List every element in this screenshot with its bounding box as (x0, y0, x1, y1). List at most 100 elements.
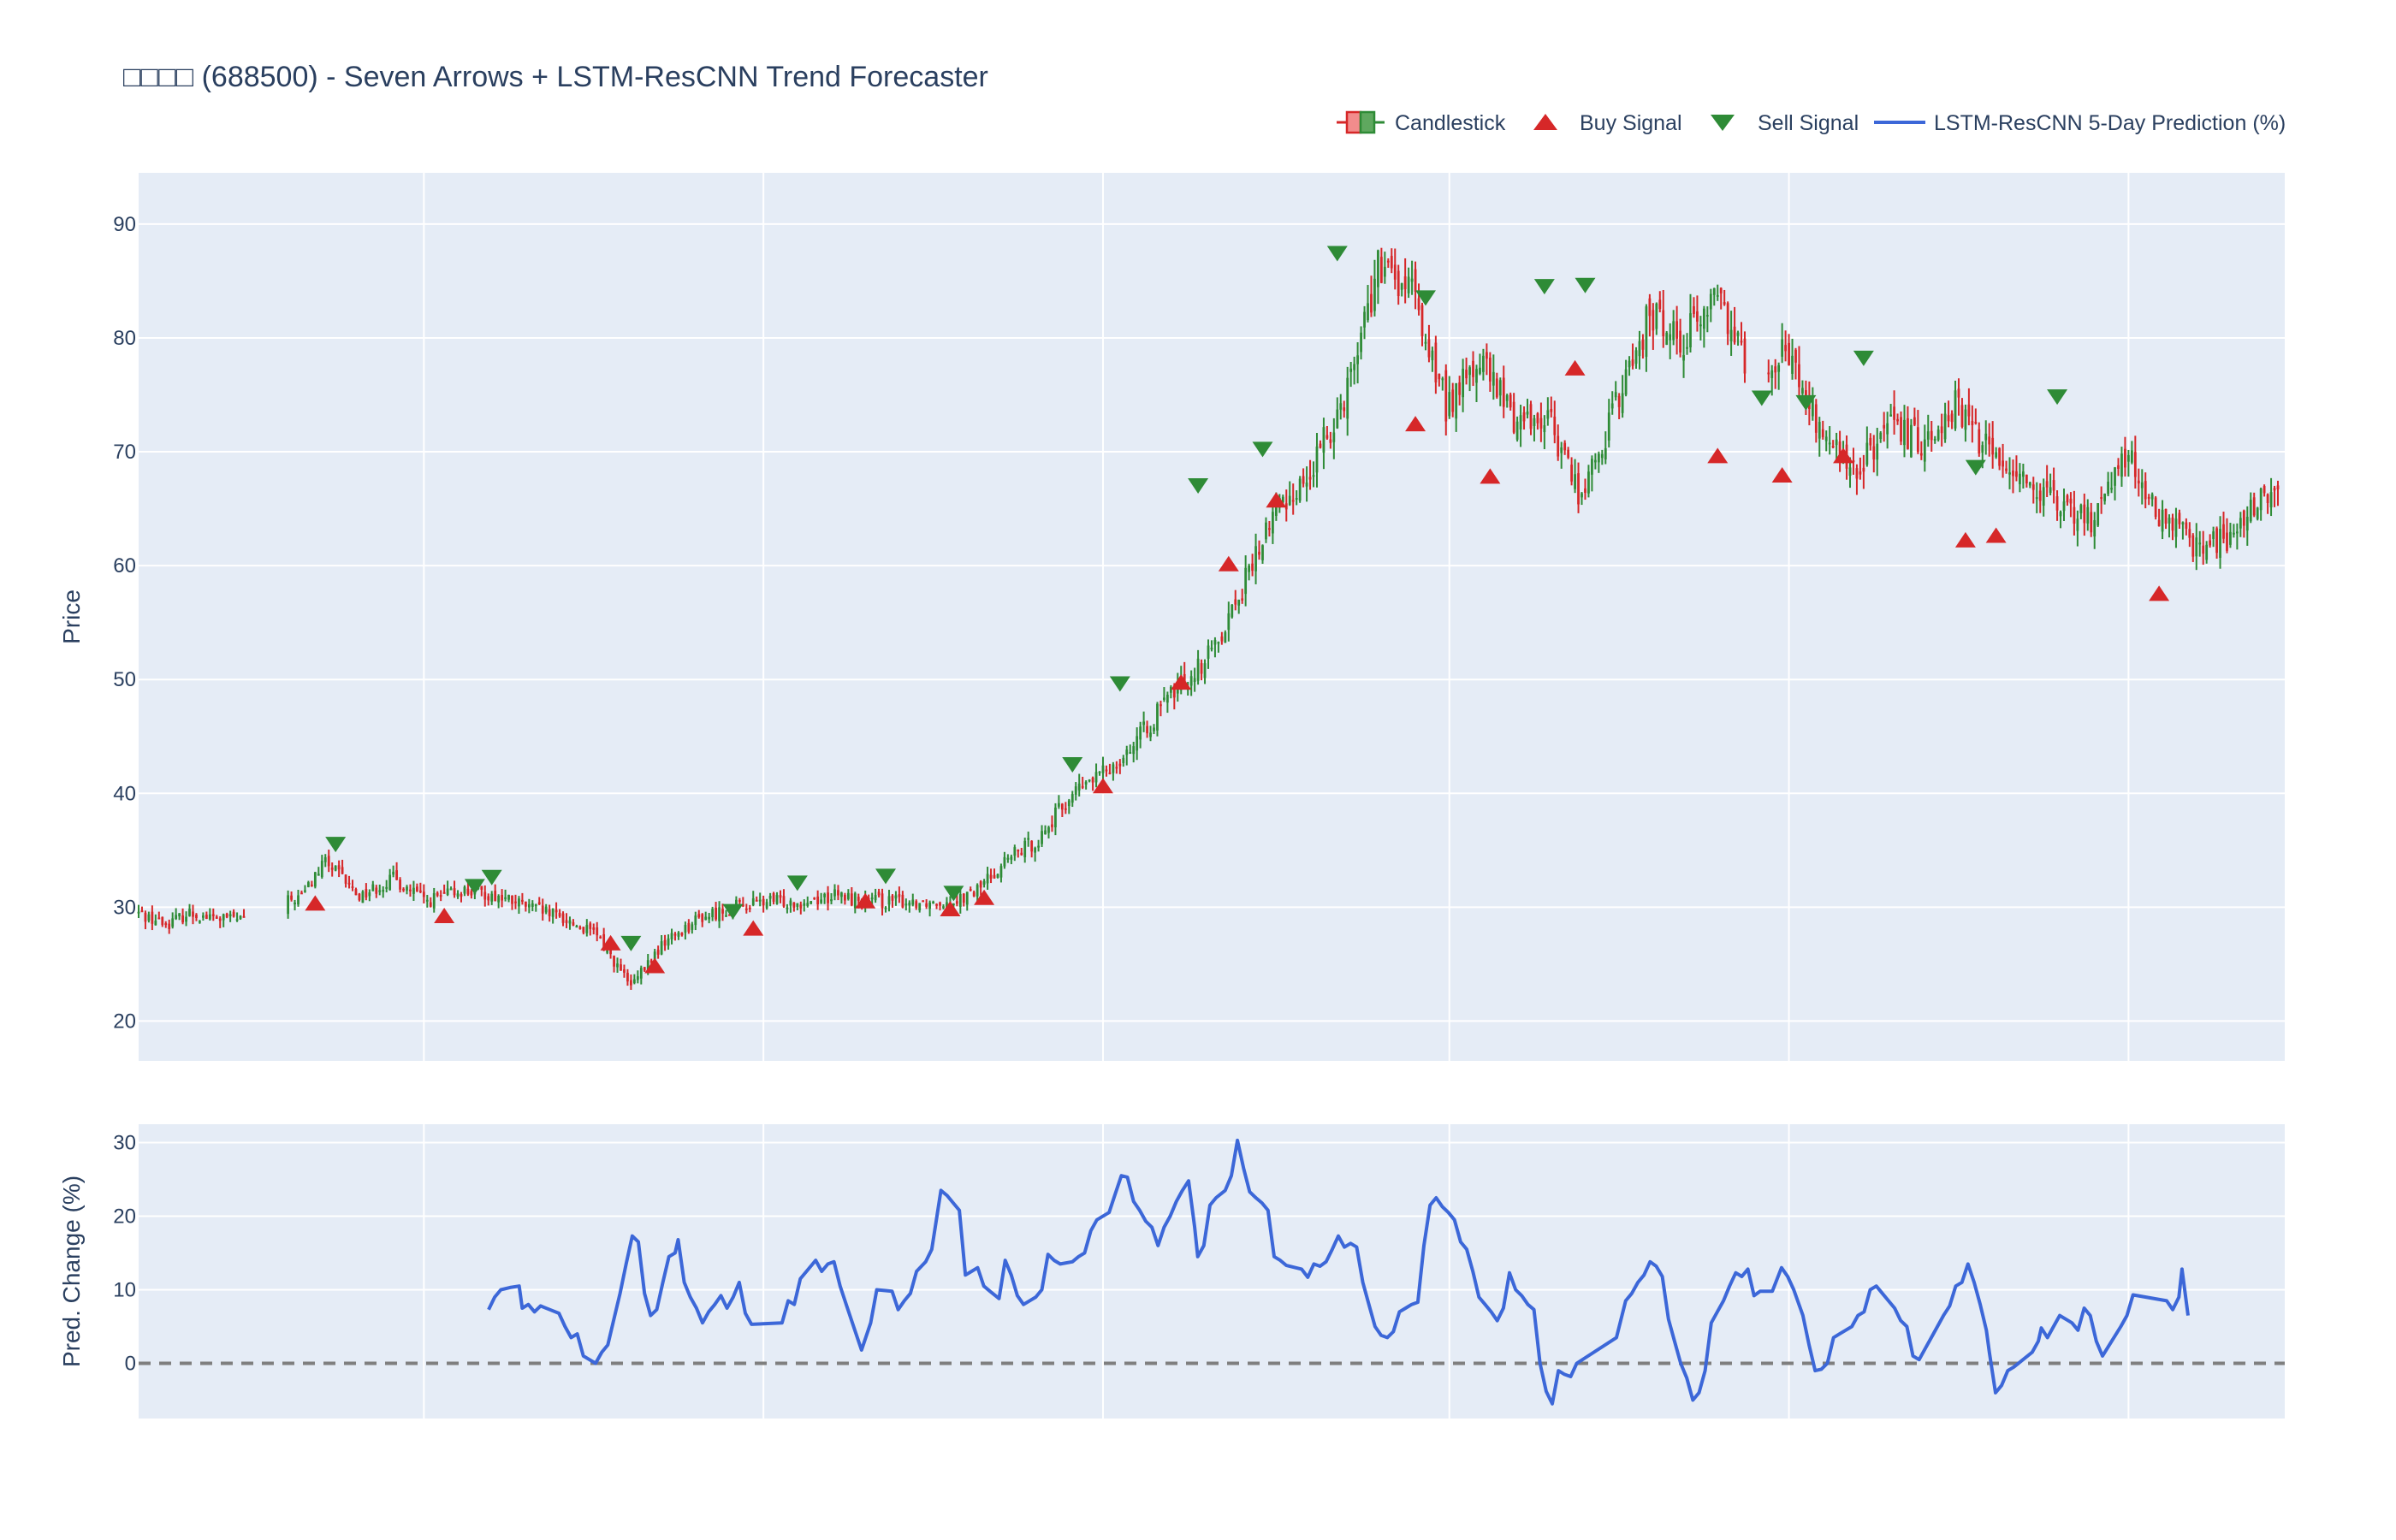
legend-item-candlestick[interactable]: Candlestick (1337, 110, 1506, 135)
candlestick (846, 889, 850, 901)
candlestick (568, 916, 572, 930)
candlestick (585, 919, 589, 937)
candlestick (2103, 493, 2107, 505)
candlestick (463, 885, 466, 897)
sell-signal-series (325, 246, 2068, 951)
candlestick (2127, 449, 2130, 477)
candlestick (840, 891, 843, 904)
candlestick (2222, 512, 2225, 544)
candle-body (514, 901, 517, 903)
candlestick (1936, 425, 1940, 442)
candle-body (561, 913, 565, 923)
candle-body (1136, 736, 1139, 751)
candlestick (1360, 326, 1362, 360)
candle-body (2171, 517, 2174, 531)
candle-body (2157, 519, 2161, 527)
candlestick (2133, 435, 2137, 489)
candlestick (432, 887, 436, 913)
candle-body (334, 865, 337, 871)
candle-body (555, 909, 558, 913)
candle-body (996, 874, 999, 879)
candle-body (1638, 341, 1641, 357)
candle-body (1020, 852, 1023, 856)
candlestick (1227, 601, 1231, 642)
legend-item-prediction[interactable]: LSTM-ResCNN 5-Day Prediction (%) (1874, 111, 2286, 135)
candlestick (1298, 476, 1302, 503)
candle-body (2055, 496, 2059, 511)
candlestick (323, 854, 327, 868)
candlestick (1723, 289, 1726, 306)
candlestick (1991, 421, 1995, 469)
candle-body (1533, 418, 1536, 426)
candle-body (606, 950, 609, 953)
candle-body (1811, 397, 1814, 417)
candlestick (762, 895, 765, 913)
candle-body (1529, 404, 1533, 429)
price-y-tick-label: 20 (113, 1010, 136, 1033)
candlestick (1624, 359, 1628, 397)
candle-body (1030, 841, 1034, 852)
legend-item-buy-signal[interactable]: Buy Signal (1533, 111, 1682, 135)
buy-signal-marker (1218, 555, 1239, 572)
candle-body (1567, 449, 1570, 458)
candlestick (313, 871, 317, 889)
candle-body (1397, 270, 1400, 297)
candlestick (701, 913, 704, 927)
candle-body (171, 918, 175, 927)
candle-body (1981, 445, 1984, 453)
candle-body (2090, 512, 2093, 533)
candlestick (1784, 330, 1787, 362)
candle-body (157, 917, 161, 920)
candlestick (354, 887, 358, 896)
candlestick (2045, 465, 2049, 498)
candlestick (1319, 440, 1322, 449)
candlestick (2073, 490, 2076, 536)
candlestick (1957, 378, 1960, 416)
price-panel: 20 30 40 50 60 70 80 90 Price (58, 173, 2285, 1061)
buy-signal-marker (1771, 466, 1793, 483)
candle-body (1852, 459, 1855, 463)
candle-body (2205, 544, 2209, 560)
candle-body (697, 914, 701, 918)
candle-body (636, 976, 639, 980)
candle-body (534, 904, 537, 907)
candle-body (1492, 371, 1495, 386)
candle-body (833, 889, 836, 897)
candlestick (1458, 376, 1462, 406)
candle-body (2191, 535, 2195, 557)
candle-body (409, 889, 412, 891)
candlestick (1971, 405, 1974, 443)
candle-body (422, 891, 425, 897)
candlestick (2157, 508, 2161, 527)
candle-body (1515, 421, 1519, 440)
candlestick (1648, 293, 1652, 337)
candle-body (932, 901, 934, 903)
candlestick (1346, 366, 1349, 436)
candle-body (2181, 522, 2185, 524)
candle-body (1665, 332, 1669, 345)
candle-body (1373, 278, 1376, 311)
candlestick (168, 919, 171, 934)
candle-body (2042, 487, 2045, 506)
candlestick (1159, 700, 1162, 717)
candle-body (1465, 370, 1468, 379)
candlestick (232, 909, 235, 918)
candle-body (1824, 436, 1828, 441)
candlestick (2076, 510, 2079, 547)
candle-body (1169, 686, 1172, 693)
legend-item-sell-signal[interactable]: Sell Signal (1711, 111, 1859, 135)
candle-body (1574, 474, 1576, 489)
candle-body (2093, 519, 2096, 536)
candlestick (1597, 451, 1600, 473)
sell-signal-marker (1853, 350, 1874, 366)
candle-body (735, 899, 738, 905)
candle-body (1907, 418, 1909, 449)
candlestick (365, 883, 368, 901)
candle-body (1288, 495, 1291, 506)
candle-body (687, 922, 691, 933)
candle-body (218, 918, 222, 921)
candle-body (1628, 360, 1631, 368)
candlestick (2079, 503, 2083, 519)
candle-body (1693, 305, 1695, 315)
legend-label-prediction: LSTM-ResCNN 5-Day Prediction (%) (1934, 111, 2286, 135)
